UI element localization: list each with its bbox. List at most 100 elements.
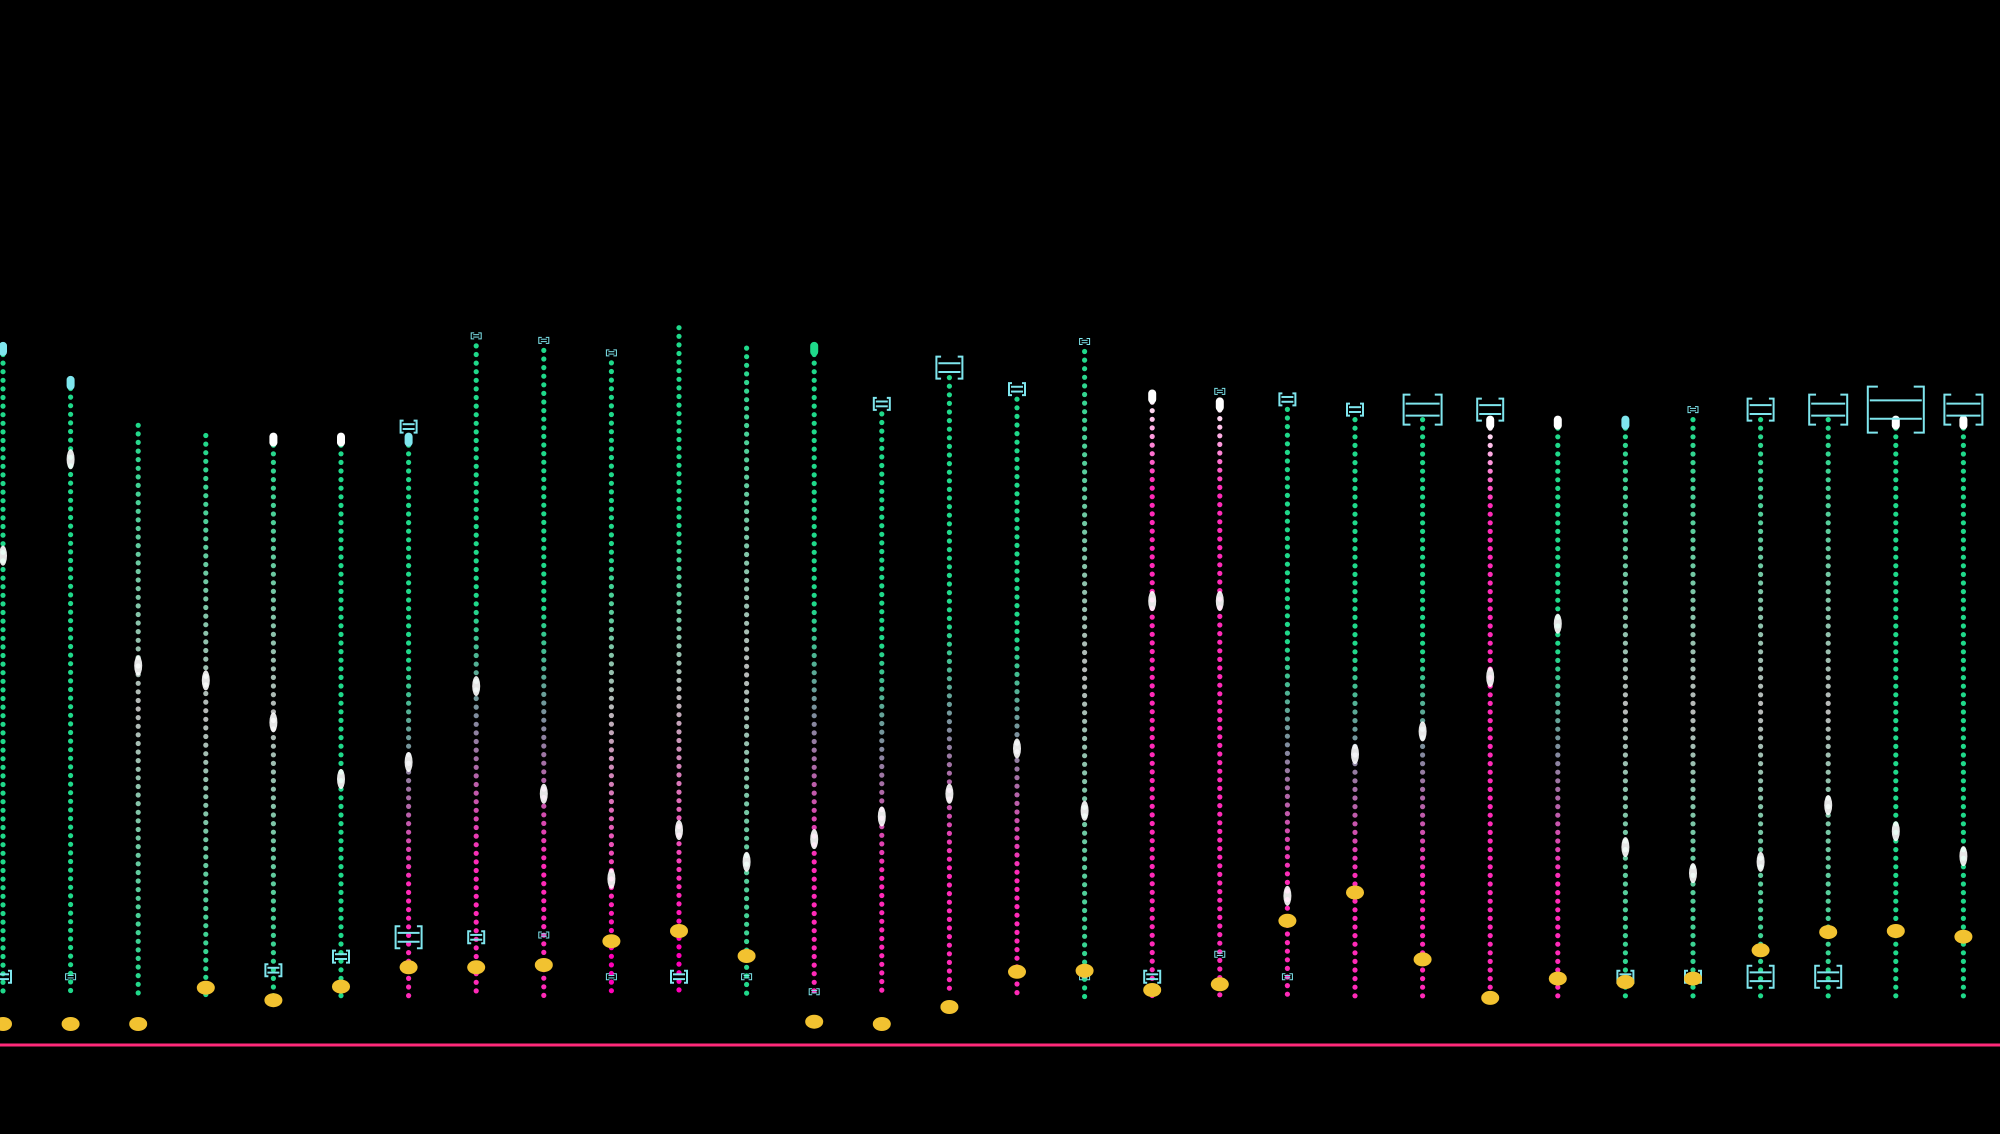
column-dot: [676, 488, 682, 494]
column-dot: [0, 377, 6, 383]
column-dot: [1420, 967, 1426, 973]
column-dot: [744, 620, 750, 626]
bracket-left: [332, 949, 336, 964]
column-dot: [1284, 467, 1290, 473]
column-dot: [406, 786, 412, 792]
column-dot: [406, 520, 412, 526]
column-dot: [1082, 916, 1088, 922]
column-dot: [541, 605, 547, 612]
column-dot: [135, 938, 141, 944]
column-dot: [135, 474, 141, 480]
column-dot: [1082, 761, 1088, 767]
column-dot: [676, 694, 682, 701]
column-dot: [1082, 624, 1088, 630]
glow-mark: [66, 449, 75, 470]
column-dot: [1217, 854, 1223, 860]
column-dot: [608, 558, 615, 564]
column-dot: [676, 540, 682, 546]
column-dot: [608, 781, 615, 787]
column-dot: [879, 643, 885, 649]
column-dot: [1622, 554, 1628, 560]
column-dot: [0, 876, 6, 882]
column-dot: [1622, 907, 1628, 913]
column-dot: [1825, 847, 1831, 853]
column-dot: [811, 704, 817, 710]
glow-mark: [1351, 744, 1359, 765]
column-dot: [1622, 829, 1628, 836]
column-dot: [1284, 836, 1290, 843]
column-dot: [1893, 993, 1899, 999]
column-dot: [1825, 881, 1831, 887]
column-dot: [1487, 821, 1493, 827]
column-dot: [879, 849, 885, 856]
column-dot: [1284, 819, 1290, 825]
bracket-right: [684, 969, 688, 984]
column-dot: [406, 881, 412, 887]
column-dot: [811, 584, 817, 590]
column-dot: [744, 792, 750, 798]
column-dot: [473, 842, 479, 848]
column-dot: [946, 400, 953, 406]
bracket-marker-icon: [470, 332, 482, 340]
column-dot: [946, 925, 953, 931]
column-dot: [1622, 683, 1628, 689]
column-dot: [135, 603, 141, 609]
column-dot: [608, 661, 615, 667]
column-dot: [1690, 657, 1696, 664]
column-dot: [1487, 554, 1493, 560]
column-dot: [1555, 804, 1561, 810]
gold-dot-icon: [1684, 971, 1702, 986]
column-dot: [879, 540, 885, 546]
column-dot: [1014, 878, 1020, 884]
bracket-right: [1434, 393, 1443, 426]
bracket-marker-icon: [808, 988, 820, 996]
column-dot: [68, 420, 74, 426]
column-dot: [0, 799, 6, 805]
column-dot: [473, 506, 479, 512]
column-dot: [608, 747, 615, 753]
column-dot: [203, 622, 209, 628]
column-dot: [1082, 469, 1088, 475]
bracket-right: [1836, 964, 1843, 989]
column-dot: [1487, 597, 1493, 603]
column-dot: [203, 656, 209, 662]
column-dot: [338, 477, 344, 483]
column-dot: [68, 489, 74, 495]
column-dot: [879, 970, 885, 976]
column-dot: [68, 540, 74, 546]
column-dot: [1352, 958, 1358, 965]
column-dot: [744, 723, 750, 730]
column-dot: [744, 732, 750, 738]
column-dot: [946, 856, 953, 862]
column-dot: [270, 907, 276, 913]
column-dot: [203, 441, 209, 447]
bracket-left: [65, 973, 69, 981]
column-dot: [1014, 654, 1020, 660]
column-dot: [1149, 786, 1155, 792]
column-dot: [406, 468, 412, 474]
column-dot: [135, 990, 141, 996]
column-dot: [1352, 786, 1358, 793]
column-dot: [1149, 898, 1155, 904]
column-dot: [946, 899, 953, 905]
column-dot: [1960, 571, 1966, 578]
column-dot: [608, 816, 615, 822]
column-dot: [270, 640, 276, 646]
column-dot: [270, 537, 276, 543]
column-dot: [541, 734, 547, 741]
column-dot: [0, 867, 6, 874]
column-dot: [0, 704, 6, 710]
column-dot: [1284, 475, 1290, 481]
column-dot: [473, 833, 479, 839]
column-dot: [270, 494, 276, 500]
column-dot: [1960, 907, 1966, 913]
column-dot: [608, 515, 615, 521]
column-dot: [1487, 855, 1493, 861]
column-dot: [203, 536, 209, 542]
column-dot: [1149, 820, 1155, 827]
column-dot: [1217, 992, 1223, 998]
column-dot: [1149, 640, 1155, 646]
column-dot: [1622, 933, 1628, 939]
column-dot: [946, 968, 953, 974]
column-dot: [608, 437, 615, 443]
